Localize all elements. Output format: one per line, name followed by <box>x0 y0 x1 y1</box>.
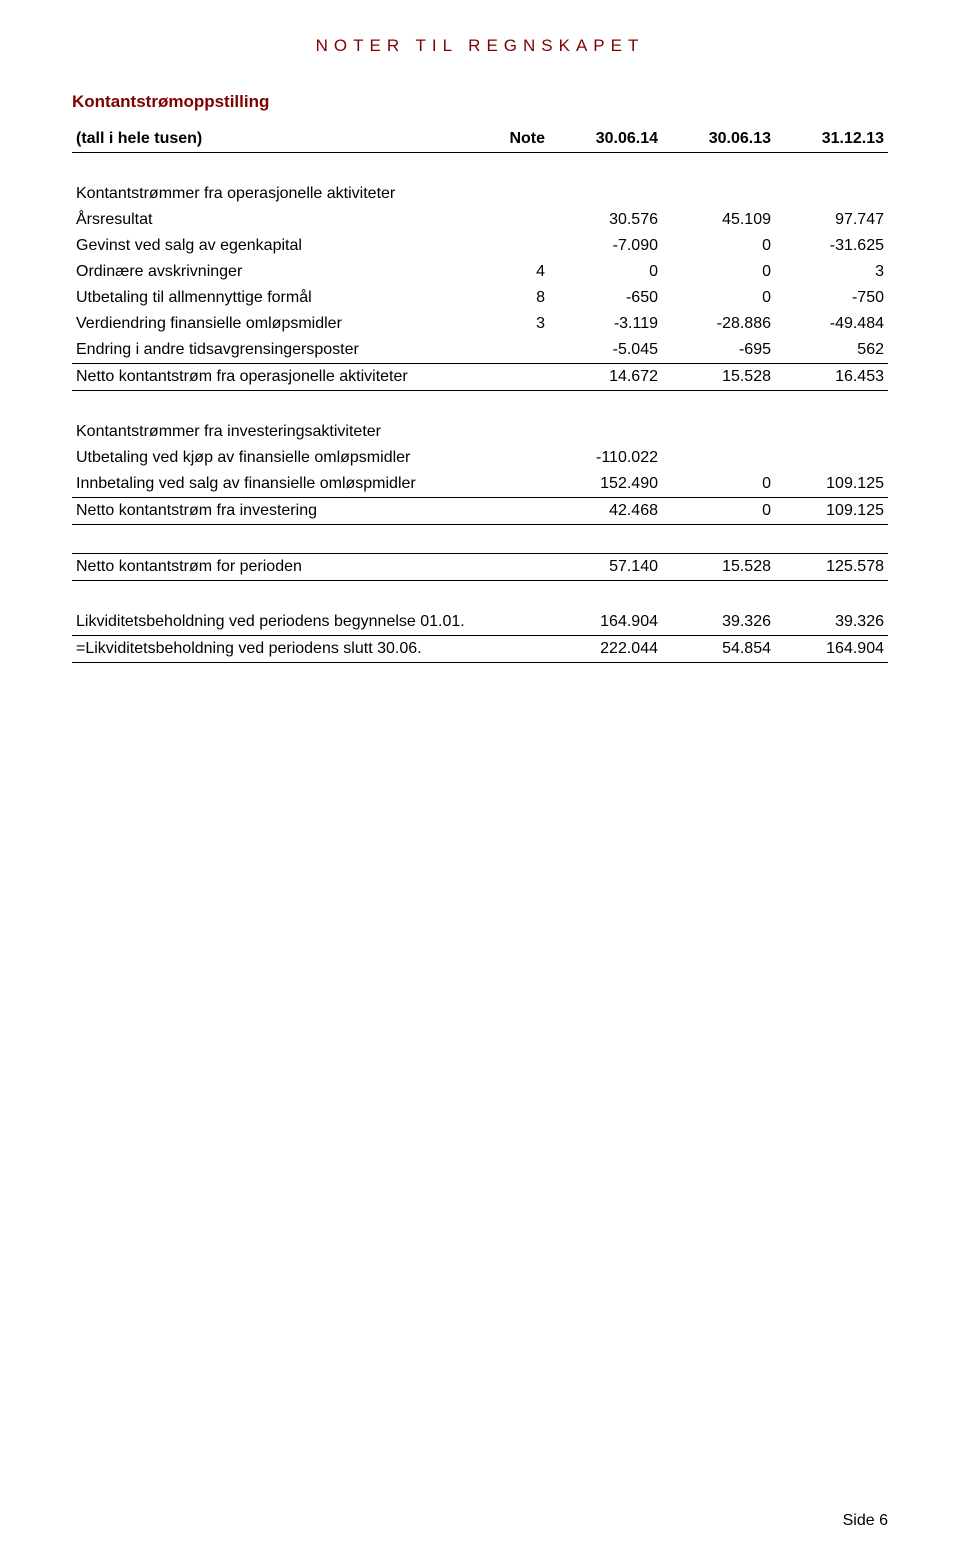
row-val: 152.490 <box>549 471 662 498</box>
table-row: Gevinst ved salg av egenkapital -7.090 0… <box>72 233 888 259</box>
row-val: 54.854 <box>662 636 775 663</box>
row-val: -3.119 <box>549 311 662 337</box>
col-period2: 30.06.13 <box>662 126 775 153</box>
table-row: Verdiendring finansielle omløpsmidler 3 … <box>72 311 888 337</box>
row-val: -5.045 <box>549 337 662 364</box>
row-val: 164.904 <box>549 609 662 636</box>
col-period3: 31.12.13 <box>775 126 888 153</box>
row-val: 0 <box>662 498 775 525</box>
row-val: 15.528 <box>662 364 775 391</box>
row-val <box>775 445 888 471</box>
row-val: -650 <box>549 285 662 311</box>
row-val: 0 <box>549 259 662 285</box>
row-label: Netto kontantstrøm fra operasjonelle akt… <box>72 364 481 391</box>
row-val: -28.886 <box>662 311 775 337</box>
row-label: =Likviditetsbeholdning ved periodens slu… <box>72 636 481 663</box>
document-header: NOTER TIL REGNSKAPET <box>72 36 888 56</box>
row-note <box>481 364 549 391</box>
row-note: 8 <box>481 285 549 311</box>
row-val <box>662 445 775 471</box>
row-note: 3 <box>481 311 549 337</box>
inv-total-row: Netto kontantstrøm fra investering 42.46… <box>72 498 888 525</box>
row-label: Utbetaling ved kjøp av finansielle omløp… <box>72 445 481 471</box>
period-total-row: Netto kontantstrøm for perioden 57.140 1… <box>72 554 888 581</box>
cashflow-table: (tall i hele tusen) Note 30.06.14 30.06.… <box>72 126 888 663</box>
inv-heading-row: Kontantstrømmer fra investeringsaktivite… <box>72 419 888 445</box>
row-val: 45.109 <box>662 207 775 233</box>
row-val: 57.140 <box>549 554 662 581</box>
row-label: Gevinst ved salg av egenkapital <box>72 233 481 259</box>
row-val: 0 <box>662 471 775 498</box>
ops-heading: Kontantstrømmer fra operasjonelle aktivi… <box>72 181 888 207</box>
row-label: Innbetaling ved salg av finansielle omlø… <box>72 471 481 498</box>
row-note <box>481 445 549 471</box>
row-val: 109.125 <box>775 498 888 525</box>
col-label: (tall i hele tusen) <box>72 126 481 153</box>
row-val: 30.576 <box>549 207 662 233</box>
table-row: Ordinære avskrivninger 4 0 0 3 <box>72 259 888 285</box>
row-label: Årsresultat <box>72 207 481 233</box>
row-note <box>481 233 549 259</box>
row-val: 14.672 <box>549 364 662 391</box>
row-label: Netto kontantstrøm fra investering <box>72 498 481 525</box>
row-val: -110.022 <box>549 445 662 471</box>
row-note <box>481 337 549 364</box>
row-note <box>481 207 549 233</box>
page-number: Side 6 <box>843 1512 888 1530</box>
table-header-row: (tall i hele tusen) Note 30.06.14 30.06.… <box>72 126 888 153</box>
page: NOTER TIL REGNSKAPET Kontantstrømoppstil… <box>0 0 960 1560</box>
inv-heading: Kontantstrømmer fra investeringsaktivite… <box>72 419 888 445</box>
row-val: 164.904 <box>775 636 888 663</box>
row-note: 4 <box>481 259 549 285</box>
row-label: Likviditetsbeholdning ved periodens begy… <box>72 609 481 636</box>
table-row: Årsresultat 30.576 45.109 97.747 <box>72 207 888 233</box>
ops-heading-row: Kontantstrømmer fra operasjonelle aktivi… <box>72 181 888 207</box>
row-val: 39.326 <box>775 609 888 636</box>
col-period1: 30.06.14 <box>549 126 662 153</box>
row-val: -7.090 <box>549 233 662 259</box>
row-note <box>481 609 549 636</box>
row-val: 222.044 <box>549 636 662 663</box>
table-row: Utbetaling til allmennyttige formål 8 -6… <box>72 285 888 311</box>
liq-end-row: =Likviditetsbeholdning ved periodens slu… <box>72 636 888 663</box>
row-val: 562 <box>775 337 888 364</box>
row-note <box>481 498 549 525</box>
row-val: -695 <box>662 337 775 364</box>
row-val: 0 <box>662 259 775 285</box>
table-row: Utbetaling ved kjøp av finansielle omløp… <box>72 445 888 471</box>
col-note: Note <box>481 126 549 153</box>
row-label: Verdiendring finansielle omløpsmidler <box>72 311 481 337</box>
table-row: Endring i andre tidsavgrensingersposter … <box>72 337 888 364</box>
row-val: 125.578 <box>775 554 888 581</box>
liq-begin-row: Likviditetsbeholdning ved periodens begy… <box>72 609 888 636</box>
row-val: 0 <box>662 285 775 311</box>
row-note <box>481 636 549 663</box>
row-label: Netto kontantstrøm for perioden <box>72 554 481 581</box>
row-label: Ordinære avskrivninger <box>72 259 481 285</box>
row-label: Endring i andre tidsavgrensingersposter <box>72 337 481 364</box>
row-val: -750 <box>775 285 888 311</box>
ops-total-row: Netto kontantstrøm fra operasjonelle akt… <box>72 364 888 391</box>
row-val: 109.125 <box>775 471 888 498</box>
row-val: 39.326 <box>662 609 775 636</box>
row-val: 16.453 <box>775 364 888 391</box>
row-val: 3 <box>775 259 888 285</box>
row-note <box>481 554 549 581</box>
row-label: Utbetaling til allmennyttige formål <box>72 285 481 311</box>
row-val: -49.484 <box>775 311 888 337</box>
row-val: 0 <box>662 233 775 259</box>
table-row: Innbetaling ved salg av finansielle omlø… <box>72 471 888 498</box>
row-val: 42.468 <box>549 498 662 525</box>
section-title: Kontantstrømoppstilling <box>72 92 888 112</box>
row-val: 97.747 <box>775 207 888 233</box>
row-val: -31.625 <box>775 233 888 259</box>
row-val: 15.528 <box>662 554 775 581</box>
row-note <box>481 471 549 498</box>
